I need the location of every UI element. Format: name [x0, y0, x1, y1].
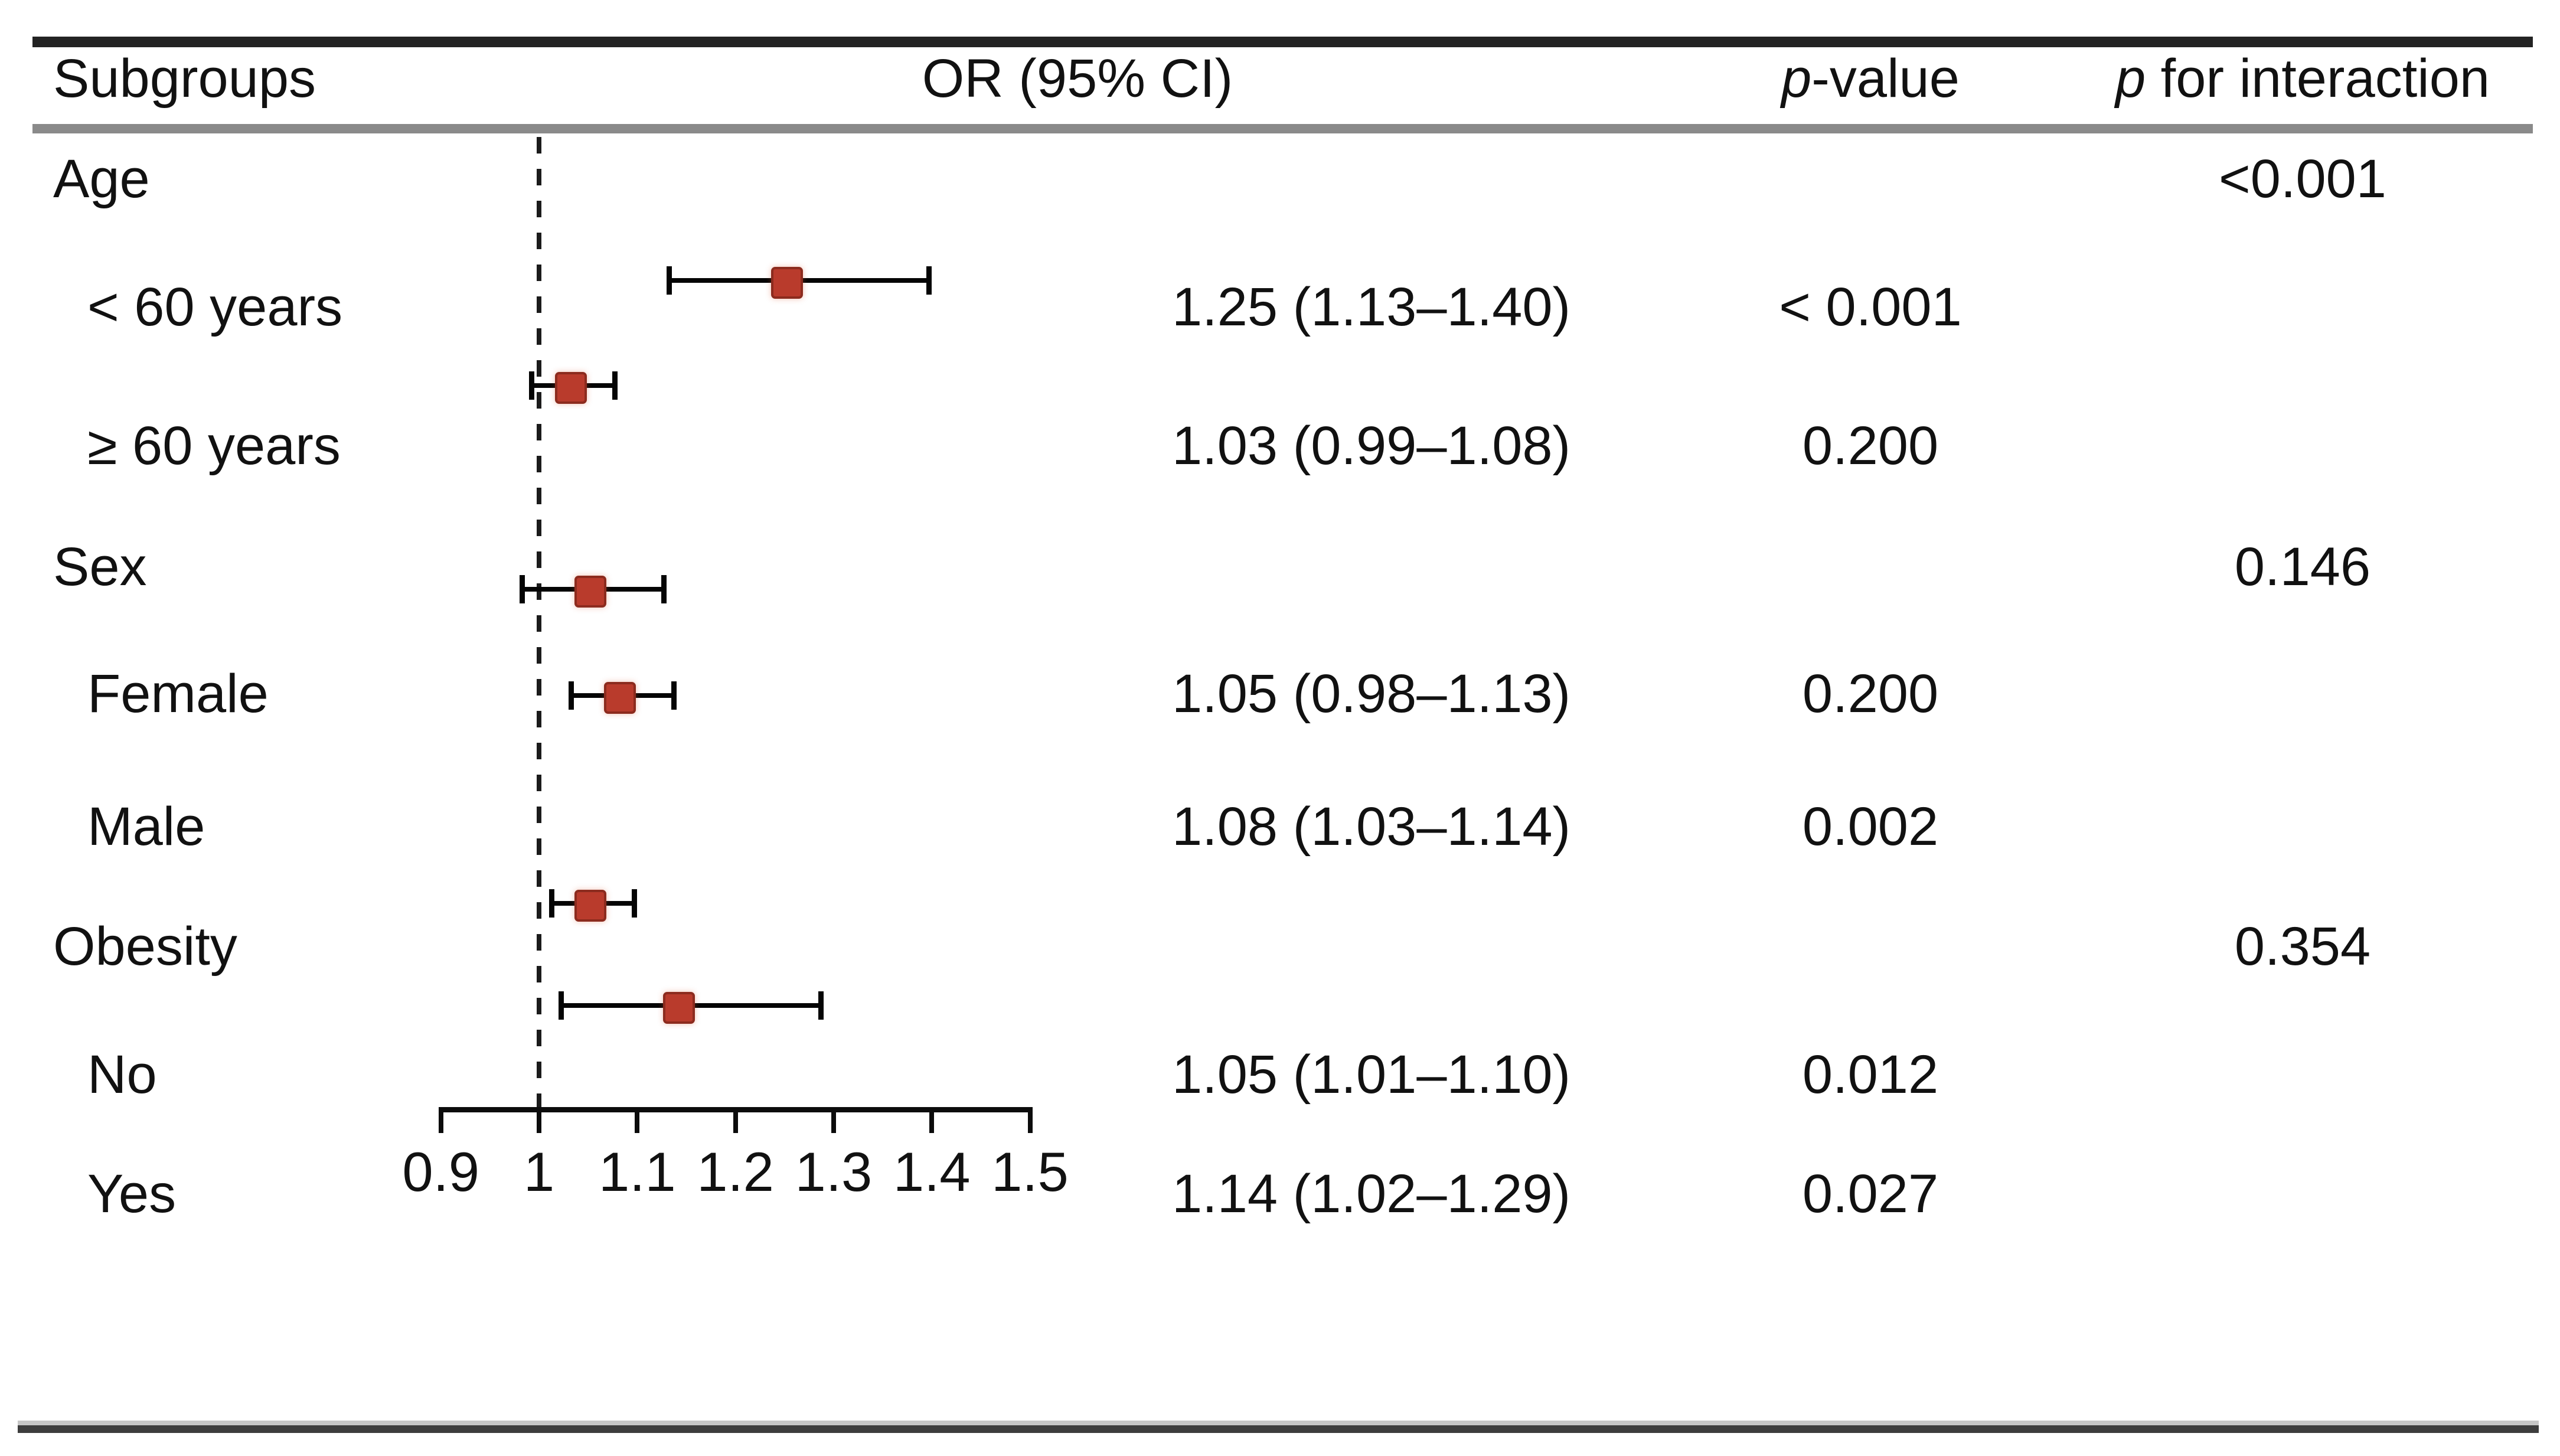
row-label-yes: Yes	[87, 1164, 177, 1224]
ci-cap-left	[559, 991, 564, 1020]
x-tick-label: 0.9	[402, 1141, 480, 1203]
ci-cap-left	[548, 889, 554, 918]
x-tick-label: 1.5	[991, 1141, 1069, 1203]
ci-cap-right	[661, 575, 667, 603]
ci-cap-left	[529, 371, 535, 400]
p-value-lt60: < 0.001	[1779, 277, 1962, 337]
ci-line	[548, 901, 638, 906]
ci-errorbar-lt60	[667, 266, 932, 299]
p-italic: p	[1781, 48, 1812, 109]
column-header-p-value: p-value	[1781, 49, 1960, 108]
or-ci-value-yes: 1.14 (1.02–1.29)	[1172, 1164, 1571, 1224]
p-interaction-obesity: 0.354	[2234, 916, 2371, 977]
p-value-no: 0.012	[1802, 1044, 1939, 1105]
ci-line	[529, 383, 618, 388]
x-axis-tick	[635, 1107, 640, 1133]
ci-errorbar-yes	[559, 991, 824, 1024]
bottom-rule-light-edge	[18, 1421, 2539, 1425]
or-ci-value-lt60: 1.25 (1.13–1.40)	[1172, 277, 1571, 337]
x-tick-label: 1.2	[697, 1141, 774, 1203]
or-ci-value-no: 1.05 (1.01–1.10)	[1172, 1044, 1571, 1105]
row-label-obesity: Obesity	[53, 916, 237, 977]
row-label-no: No	[87, 1044, 157, 1105]
x-axis-tick	[929, 1107, 935, 1133]
bottom-rule	[18, 1425, 2539, 1433]
ci-cap-right	[632, 889, 638, 918]
p-value-female: 0.200	[1802, 664, 1939, 724]
reference-line-or-1	[537, 137, 541, 1107]
row-label-female: Female	[87, 664, 269, 724]
or-marker	[770, 267, 803, 299]
x-tick-label: 1	[523, 1141, 555, 1203]
or-ci-value-female: 1.05 (0.98–1.13)	[1172, 664, 1571, 724]
x-tick-label: 1.4	[893, 1141, 971, 1203]
ci-line	[519, 587, 667, 592]
row-label-lt60: < 60 years	[87, 277, 343, 337]
or-marker	[574, 576, 607, 608]
or-marker	[604, 682, 636, 714]
or-ci-value-male: 1.08 (1.03–1.14)	[1172, 796, 1571, 857]
row-label-ge60: ≥ 60 years	[87, 416, 341, 476]
x-tick-label: 1.3	[795, 1141, 873, 1203]
column-header-p-interaction: p for interaction	[2115, 49, 2490, 108]
ci-cap-right	[926, 266, 932, 295]
x-axis	[438, 1107, 1033, 1112]
ci-errorbar-ge60	[529, 371, 618, 404]
ci-cap-left	[568, 681, 574, 710]
ci-line	[559, 1003, 824, 1008]
ci-line	[667, 278, 932, 283]
ci-cap-right	[818, 991, 824, 1020]
row-label-male: Male	[87, 796, 205, 857]
column-header-or-ci: OR (95% CI)	[922, 48, 1233, 109]
row-label-age: Age	[53, 149, 150, 209]
p-interaction-age: <0.001	[2219, 149, 2386, 209]
header-separator-rule	[32, 124, 2533, 133]
x-tick-label: 1.1	[598, 1141, 676, 1203]
x-axis-tick	[537, 1107, 541, 1133]
ci-cap-right	[671, 681, 677, 710]
ci-cap-right	[612, 371, 618, 400]
top-rule	[32, 37, 2533, 47]
ci-cap-left	[519, 575, 525, 603]
column-header-subgroups: Subgroups	[53, 48, 316, 109]
or-marker	[662, 992, 695, 1024]
p-value-ge60: 0.200	[1802, 416, 1939, 476]
p-value-male: 0.002	[1802, 796, 1939, 857]
x-axis-tick	[733, 1107, 738, 1133]
ci-errorbar-male	[568, 681, 677, 714]
x-axis-tick	[1027, 1107, 1033, 1133]
p-interaction-rest: for interaction	[2146, 48, 2490, 109]
ci-errorbar-female	[519, 575, 667, 608]
x-axis-tick	[831, 1107, 836, 1133]
ci-errorbar-no	[548, 889, 638, 922]
row-label-sex: Sex	[53, 537, 147, 597]
x-axis-tick	[438, 1107, 443, 1133]
p-italic: p	[2115, 48, 2146, 109]
p-value-yes: 0.027	[1802, 1164, 1939, 1224]
or-ci-value-ge60: 1.03 (0.99–1.08)	[1172, 416, 1571, 476]
p-value-rest: -value	[1811, 48, 1960, 109]
or-marker	[574, 890, 607, 922]
ci-line	[568, 693, 677, 698]
ci-cap-left	[667, 266, 672, 295]
or-marker	[554, 372, 587, 404]
p-interaction-sex: 0.146	[2234, 537, 2371, 597]
